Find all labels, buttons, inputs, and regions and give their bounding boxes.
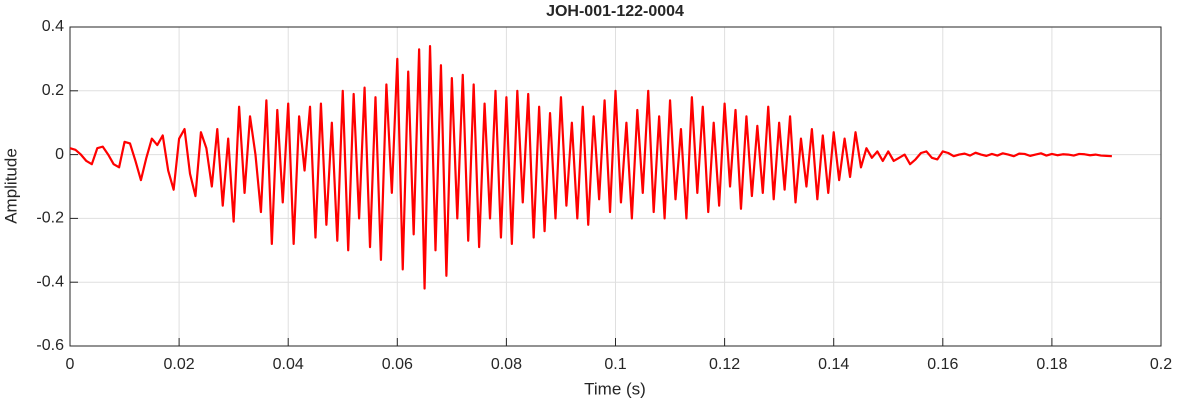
x-tick-label: 0.12 (709, 356, 740, 373)
waveform-line (69, 45, 1112, 290)
x-tick-label: 0.04 (273, 356, 304, 373)
y-tick-label: 0.2 (42, 82, 64, 99)
y-tick-label: -0.2 (36, 210, 64, 227)
x-tick-label: 0.14 (818, 356, 849, 373)
y-tick-label: -0.6 (36, 337, 64, 354)
x-tick-label: 0.16 (927, 356, 958, 373)
x-tick-label: 0 (66, 356, 75, 373)
x-tick-label: 0.18 (1036, 356, 1067, 373)
y-tick-label: 0 (55, 146, 64, 163)
chart-title: JOH-001-122-0004 (546, 3, 684, 20)
y-tick-label: 0.4 (42, 18, 64, 35)
plot-frame (69, 26, 1162, 347)
y-axis-label: Amplitude (1, 148, 20, 224)
x-tick-label: 0.2 (1150, 356, 1172, 373)
x-tick-label: 0.08 (491, 356, 522, 373)
x-tick-label: 0.06 (382, 356, 413, 373)
x-axis-label: Time (s) (584, 379, 646, 398)
x-tick-label: 0.02 (164, 356, 195, 373)
y-tick-label: -0.4 (36, 273, 64, 290)
x-tick-label: 0.1 (604, 356, 626, 373)
